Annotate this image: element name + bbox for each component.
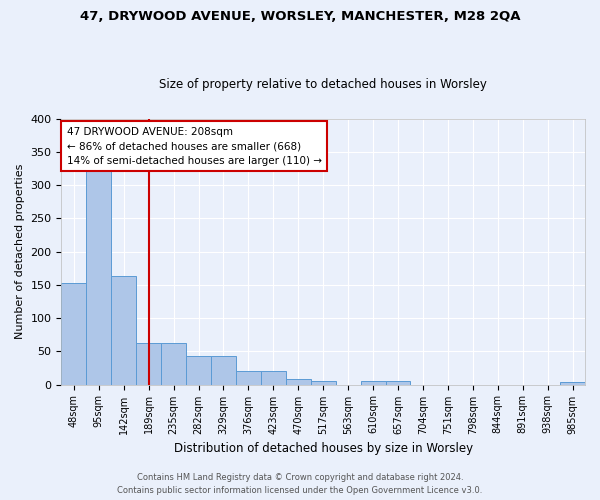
Text: 47 DRYWOOD AVENUE: 208sqm
← 86% of detached houses are smaller (668)
14% of semi: 47 DRYWOOD AVENUE: 208sqm ← 86% of detac… xyxy=(67,126,322,166)
Bar xyxy=(61,284,86,384)
Text: 47, DRYWOOD AVENUE, WORSLEY, MANCHESTER, M28 2QA: 47, DRYWOOD AVENUE, WORSLEY, MANCHESTER,… xyxy=(80,10,520,23)
Bar xyxy=(286,379,311,384)
Bar xyxy=(236,370,261,384)
Bar xyxy=(386,381,410,384)
Bar xyxy=(311,381,335,384)
Bar xyxy=(136,342,161,384)
Text: Contains HM Land Registry data © Crown copyright and database right 2024.
Contai: Contains HM Land Registry data © Crown c… xyxy=(118,474,482,495)
Bar xyxy=(111,276,136,384)
Y-axis label: Number of detached properties: Number of detached properties xyxy=(15,164,25,339)
Bar xyxy=(361,381,386,384)
Bar xyxy=(86,166,111,384)
Bar xyxy=(560,382,585,384)
Title: Size of property relative to detached houses in Worsley: Size of property relative to detached ho… xyxy=(159,78,487,91)
Bar xyxy=(186,356,211,384)
Bar xyxy=(261,370,286,384)
Bar xyxy=(211,356,236,384)
Bar xyxy=(161,342,186,384)
X-axis label: Distribution of detached houses by size in Worsley: Distribution of detached houses by size … xyxy=(173,442,473,455)
